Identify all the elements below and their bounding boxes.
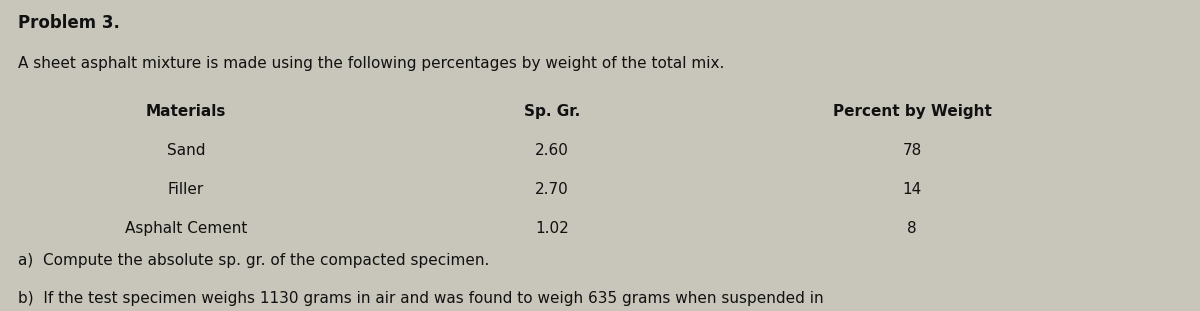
Text: A sheet asphalt mixture is made using the following percentages by weight of the: A sheet asphalt mixture is made using th… xyxy=(18,56,725,71)
Text: 78: 78 xyxy=(902,143,922,158)
Text: Sand: Sand xyxy=(167,143,205,158)
Text: 2.70: 2.70 xyxy=(535,182,569,197)
Text: Sp. Gr.: Sp. Gr. xyxy=(524,104,580,119)
Text: Asphalt Cement: Asphalt Cement xyxy=(125,221,247,236)
Text: 2.60: 2.60 xyxy=(535,143,569,158)
Text: Filler: Filler xyxy=(168,182,204,197)
Text: 1.02: 1.02 xyxy=(535,221,569,236)
Text: b)  If the test specimen weighs 1130 grams in air and was found to weigh 635 gra: b) If the test specimen weighs 1130 gram… xyxy=(18,291,823,306)
Text: Percent by Weight: Percent by Weight xyxy=(833,104,991,119)
Text: 8: 8 xyxy=(907,221,917,236)
Text: Materials: Materials xyxy=(146,104,226,119)
Text: 14: 14 xyxy=(902,182,922,197)
Text: Problem 3.: Problem 3. xyxy=(18,14,120,32)
Text: a)  Compute the absolute sp. gr. of the compacted specimen.: a) Compute the absolute sp. gr. of the c… xyxy=(18,253,490,268)
